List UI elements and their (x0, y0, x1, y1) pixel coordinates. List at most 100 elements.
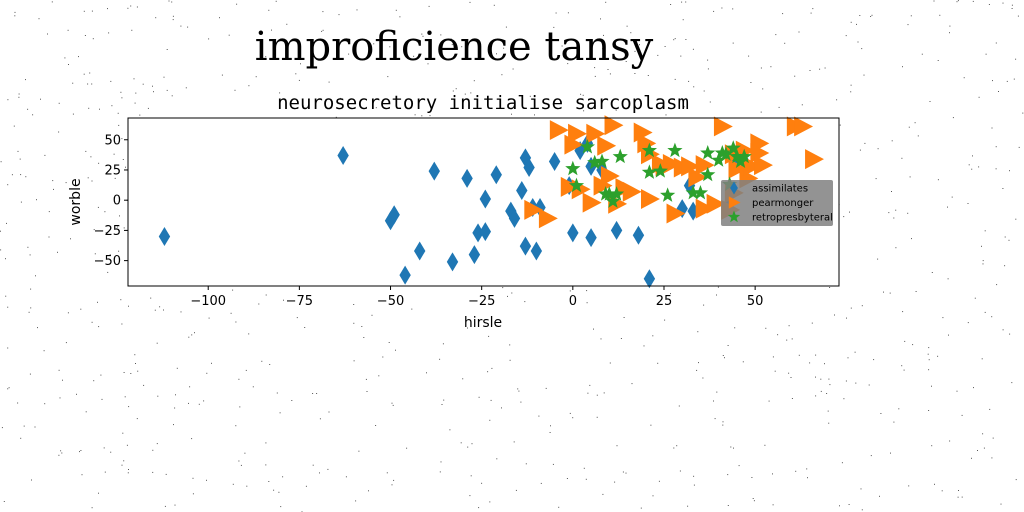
scatter-point (579, 139, 596, 154)
scatter-point (524, 199, 544, 220)
scatter-point (479, 222, 492, 242)
scatter-point (587, 154, 603, 170)
scatter-point (667, 142, 683, 158)
scatter-point (508, 208, 521, 228)
scatter-point (600, 166, 620, 186)
scatter-point (388, 205, 400, 225)
y-axis-ticks: −50 −25 0 25 50 (94, 133, 128, 269)
scatter-point (794, 116, 814, 137)
scatter-point (718, 146, 734, 161)
scatter-point (660, 187, 676, 202)
legend-marker (728, 196, 741, 209)
x-tick-label: −25 (468, 294, 495, 309)
legend-label: pearmonger (752, 198, 814, 209)
scatter-point (568, 123, 587, 144)
y-axis-label: worble (68, 178, 84, 225)
scatter-point (399, 265, 411, 285)
scatter-point (805, 149, 824, 170)
scatter-point (685, 184, 701, 200)
scatter-point (337, 145, 349, 165)
legend-marker (727, 210, 741, 223)
y-tick-label: 50 (104, 133, 121, 148)
scatter-point (622, 181, 642, 202)
scatter-point (490, 165, 502, 185)
x-tick-label: 0 (569, 294, 577, 309)
scatter-point (681, 156, 701, 177)
axes-title: neurosecretory initialise sarcoplasm (277, 92, 689, 114)
y-tick-label: −25 (94, 224, 121, 239)
scatter-point (641, 142, 658, 158)
scatter-point (594, 153, 610, 168)
scatter-point (597, 135, 617, 156)
scatter-point (582, 192, 602, 213)
scatter-point (736, 148, 752, 164)
scatter-point (428, 161, 440, 181)
scatter-point (725, 140, 741, 155)
scatter-point (530, 241, 543, 261)
scatter-point (468, 245, 481, 265)
scatter-point (610, 220, 623, 240)
scatter-point (652, 163, 668, 178)
x-tick-label: −50 (377, 294, 404, 309)
scatter-point (158, 226, 171, 246)
scatter-point (612, 148, 628, 164)
scatter-point (666, 203, 686, 224)
scatter-point (754, 155, 773, 176)
scatter-point (548, 152, 561, 172)
scatter-point (505, 201, 517, 221)
legend-marker (730, 181, 738, 195)
scatter-point (700, 166, 716, 182)
x-tick-label: 25 (656, 294, 673, 309)
scatter-point (446, 252, 459, 272)
scatter-point (479, 189, 492, 209)
scatter-point (586, 123, 606, 144)
scatter-point (413, 241, 426, 261)
y-tick-label: 0 (113, 194, 121, 209)
scatter-point (565, 160, 581, 176)
figure-suptitle: improficience tansy (255, 24, 654, 70)
scatter-point (538, 208, 558, 229)
x-axis-ticks: −100 −75 −50 −25 0 25 50 (190, 286, 763, 309)
scatter-point (695, 198, 715, 219)
scatter-point (688, 167, 708, 188)
scatter-point (728, 158, 748, 179)
scatter-point (568, 177, 585, 193)
scatter-point (585, 228, 597, 248)
scatter-point (641, 164, 658, 179)
scatter-point (641, 189, 660, 209)
scatter-point (676, 199, 688, 219)
legend-label: retropresbyteral (752, 213, 833, 224)
y-tick-label: −50 (94, 254, 121, 269)
scatter-point (601, 186, 617, 201)
scatter-point (560, 176, 580, 197)
y-tick-label: 25 (104, 163, 121, 178)
scatter-point (567, 223, 579, 243)
scatter-point (472, 223, 484, 243)
x-axis-label: hirsle (464, 315, 502, 331)
scatter-point (461, 168, 473, 188)
legend-box (721, 180, 833, 226)
scatter-point (692, 184, 709, 200)
legend: assimilates pearmonger retropresbyteral (721, 180, 833, 226)
axes-border (127, 117, 840, 287)
scatter-point (605, 193, 621, 208)
scatter-point (519, 236, 532, 256)
plot-area: −100 −75 −50 −25 0 25 50 −50 −25 0 25 50 (94, 115, 840, 309)
scatter-point (516, 181, 528, 201)
legend-label: assimilates (752, 184, 808, 195)
scatter-point (523, 158, 535, 178)
series-retropresbyteral (565, 139, 752, 208)
scatter-point (706, 193, 726, 214)
x-tick-label: −75 (286, 294, 313, 309)
scatter-point (713, 116, 733, 137)
scatter-point (711, 152, 727, 167)
scatter-point (643, 269, 656, 289)
scatter-point (604, 115, 624, 136)
scatter-point (700, 145, 716, 160)
scatter-point (729, 148, 745, 164)
scatter-point (632, 225, 645, 245)
x-tick-label: −100 (190, 294, 226, 309)
scatter-point (593, 175, 613, 196)
x-tick-label: 50 (747, 294, 764, 309)
